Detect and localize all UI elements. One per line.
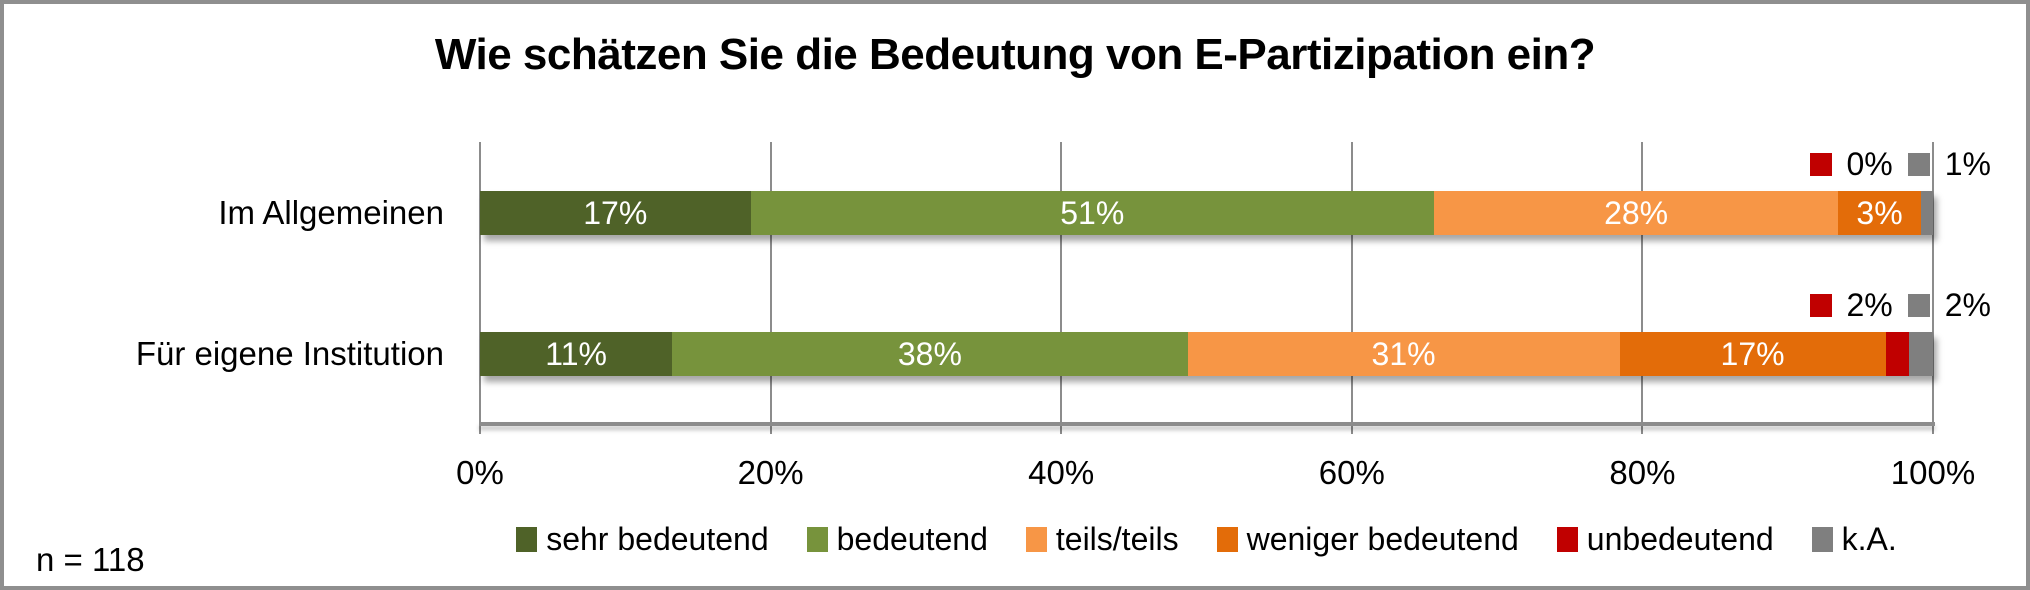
x-tick-label: 0% (456, 454, 504, 491)
in-bar-value-label: 31% (1371, 336, 1436, 372)
category-label: Im Allgemeinen (218, 194, 444, 231)
bar-segment-sehr-bedeutend: 17% (480, 191, 751, 235)
gridline (1641, 142, 1644, 434)
plot-area: 17% 51% 28% 3% 11% 38% 31% 17% 0% 1% 2% 2% 0% 20% 40… (456, 142, 1991, 491)
bar-segment-bedeutend: 38% (672, 332, 1188, 376)
legend-swatch (1556, 527, 1578, 552)
gridline (769, 142, 772, 434)
callout-row: 2% 2% (1809, 287, 1991, 323)
bar-segment-sehr-bedeutend: 11% (480, 332, 673, 376)
bar-segment-unbedeutend (1885, 332, 1910, 376)
in-bar-value-label: 3% (1856, 195, 1903, 231)
callout-value-label: 2% (1944, 287, 1991, 323)
x-tick-label: 60% (1318, 454, 1385, 491)
gridline (1350, 142, 1353, 434)
legend-label: k.A. (1841, 521, 1897, 557)
bar-row: 17% 51% 28% 3% (480, 191, 1933, 235)
bar-segment-k-a- (1909, 332, 1933, 376)
x-tick-label: 20% (737, 454, 804, 491)
in-bar-value-label: 17% (1720, 336, 1785, 372)
legend-item-teils-teils: teils/teils (1025, 521, 1179, 558)
callout-key-unbedeutend (1809, 152, 1832, 176)
bar-segment-weniger-bedeutend: 17% (1619, 332, 1886, 376)
legend-item-k-a-: k.A. (1811, 521, 1897, 558)
in-bar-value-label: 51% (1060, 195, 1125, 231)
bar-segment-weniger-bedeutend: 3% (1838, 191, 1921, 235)
bar-segment-teils-teils: 31% (1187, 332, 1620, 376)
gridline (1932, 142, 1934, 434)
x-tick-label: 40% (1028, 454, 1095, 491)
legend-item-unbedeutend: unbedeutend (1556, 521, 1774, 558)
legend-label: teils/teils (1055, 521, 1179, 557)
legend-item-weniger-bedeutend: weniger bedeutend (1216, 521, 1519, 558)
callout-value-label: 0% (1846, 146, 1893, 182)
x-axis-line (479, 422, 1935, 426)
legend-swatch (1216, 527, 1238, 552)
callout-key-unbedeutend (1809, 293, 1832, 317)
in-bar-value-label: 17% (583, 195, 648, 231)
bar-segment-teils-teils: 28% (1434, 191, 1839, 235)
legend-label: sehr bedeutend (546, 521, 769, 557)
bar-row: 11% 38% 31% 17% (480, 332, 1933, 376)
callout-key-k-a- (1907, 152, 1930, 176)
legend-label: unbedeutend (1586, 521, 1774, 557)
bar-segment-bedeutend: 51% (750, 191, 1435, 235)
sample-size-note: n = 118 (36, 541, 145, 578)
legend-swatch (1025, 527, 1047, 552)
callout-key-k-a- (1907, 293, 1930, 317)
in-bar-value-label: 28% (1604, 195, 1669, 231)
gridline (479, 142, 481, 434)
legend-swatch (1811, 527, 1833, 552)
legend-swatch (516, 527, 538, 552)
callout-value-label: 1% (1944, 146, 1991, 182)
legend-label: weniger bedeutend (1246, 521, 1519, 557)
category-label: Für eigene Institution (135, 335, 444, 372)
callout-row: 0% 1% (1809, 146, 1991, 182)
legend-swatch (806, 527, 828, 552)
legend: sehr bedeutend bedeutend teils/teils wenige… (460, 521, 1953, 558)
chart-title: Wie schätzen Sie die Bedeutung von E-Par… (434, 30, 1596, 79)
x-tick-label: 100% (1890, 454, 1976, 491)
gridline (1060, 142, 1063, 434)
x-tick-label: 80% (1609, 454, 1676, 491)
legend-label: bedeutend (836, 521, 988, 557)
callout-value-label: 2% (1846, 287, 1893, 323)
bar-segment-k-a- (1920, 191, 1933, 235)
in-bar-value-label: 11% (545, 336, 607, 372)
in-bar-value-label: 38% (897, 336, 962, 372)
legend-item-bedeutend: bedeutend (806, 521, 988, 558)
legend-item-sehr-bedeutend: sehr bedeutend (516, 521, 769, 558)
